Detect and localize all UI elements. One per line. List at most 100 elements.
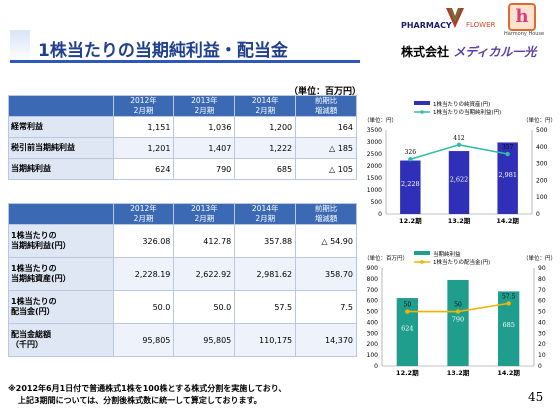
line-point [506,301,511,306]
bar [448,151,470,214]
title-accent [10,30,30,62]
left-tick-label: 300 [367,330,379,337]
legend-label: 当期純利益 [433,250,461,258]
line-value-label: 326 [405,149,417,156]
bar-value-label: 624 [401,325,413,333]
right-tick-label: 10 [538,352,546,359]
bar [497,142,518,214]
line-point [455,309,461,314]
per-share-table: 2012年 2月期 2013年 2月期 2014年 2月期 前期比 増減額 1株当たりの… [8,203,357,357]
legend-marker [420,260,424,264]
col-header: 2014年 2月期 [234,203,297,225]
cell: 1,222 [234,137,297,159]
net-assets-eps-chart: 1株当たりの純資産(円)1株当たりの当期純利益(円) （単位：円） （単位：円） 0 5… [362,98,558,224]
left-tick-label: 600 [367,298,379,305]
flower-logo-icon [446,7,464,28]
bar [498,291,520,366]
left-tick-label: 700 [367,287,379,294]
right-tick-label: 100 [536,194,548,201]
cell: △ 54.90 [295,224,357,258]
bar-value-label: 2,981 [498,171,517,179]
right-tick-label: 90 [538,265,546,272]
legend-label: 1株当たりの当期純利益(円) [433,108,501,116]
page-number: 45 [528,390,544,404]
row-label: 1株当たりの 配当金(円） [8,290,114,324]
cell: 95,805 [173,323,236,357]
line-value-label: 357 [502,144,514,151]
line-value-label: 57.5 [502,293,516,300]
col-header: 前期比 増減額 [295,203,357,225]
cell: 164 [295,116,357,138]
x-tick-label: 13.2期 [448,216,471,224]
x-tick-label: 14.2期 [497,368,520,377]
bar-value-label: 2,622 [450,175,469,183]
table-row: 1株当たりの 当期純資産(円） 2,228.19 2,622.92 2,981.6… [8,257,357,291]
col-header: 2014年 2月期 [234,95,297,117]
right-tick-label: 300 [536,161,548,168]
left-tick-label: 0 [378,211,382,218]
cell: 358.70 [295,257,357,291]
cell: △ 185 [295,137,357,159]
cell: 685 [234,158,297,180]
cell: 57.5 [234,290,297,324]
left-axis-unit: （単位：百万円） [364,254,408,262]
row-label: 1株当たりの 当期純資産(円） [8,257,114,291]
cell: 110,175 [234,323,297,357]
bar-value-label: 790 [452,315,464,323]
left-tick-label: 3000 [367,139,382,146]
bar [400,160,421,214]
cell: 95,805 [112,323,175,357]
left-tick-label: 500 [371,199,383,206]
right-tick-label: 40 [538,319,546,326]
cell: 1,151 [112,116,175,138]
line-value-label: 412 [453,135,465,142]
table-header-row: 2012年 2月期 2013年 2月期 2014年 2月期 前期比 増減額 [8,95,357,117]
right-tick-label: 50 [538,309,546,316]
table-row: 経常利益 1,151 1,036 1,200 164 [8,116,357,138]
cell: 7.5 [295,290,357,324]
legend-marker [420,110,424,114]
cell: 1,200 [234,116,297,138]
row-label: 経常利益 [8,116,114,138]
row-label: 配当金総額 （千円） [8,323,114,357]
left-tick-label: 400 [367,319,379,326]
x-tick-label: 13.2期 [447,368,470,377]
brand-pharmacy-text: PHARMACY [401,21,452,30]
left-tick-label: 3500 [367,127,382,134]
left-tick-label: 200 [367,341,379,348]
row-label: 1株当たりの 当期純利益(円） [8,224,114,258]
line-point [505,151,510,157]
cell: 1,036 [173,116,236,138]
left-tick-label: 800 [367,276,379,283]
company-prefix: 株式会社 [401,45,450,59]
right-axis-unit: （単位：円） [523,116,556,124]
right-tick-label: 80 [538,276,546,283]
x-tick-label: 12.2期 [396,368,419,377]
right-tick-label: 200 [536,177,548,184]
title-underline [10,60,360,63]
left-tick-label: 900 [367,265,379,272]
left-tick-label: 1000 [367,187,382,194]
right-tick-label: 0 [538,363,542,370]
legend-swatch [414,251,430,255]
right-tick-label: 30 [538,330,546,337]
left-tick-label: 500 [367,309,379,316]
left-tick-label: 0 [374,363,378,370]
table-corner [8,203,114,225]
profit-table: 2012年 2月期 2013年 2月期 2014年 2月期 前期比 増減額 経常利益 1… [8,95,357,180]
legend-label: 1株当たりの純資産(円) [433,100,490,108]
left-tick-label: 2500 [367,151,382,158]
row-label: 税引前当期純利益 [8,137,114,159]
right-tick-label: 60 [538,298,546,305]
legend-swatch [414,101,430,105]
cell: 14,370 [295,323,357,357]
col-header: 2013年 2月期 [173,203,236,225]
table-row: 配当金総額 （千円） 95,805 95,805 110,175 14,370 [8,323,357,357]
right-tick-label: 20 [538,341,546,348]
cell: 412.78 [173,224,236,258]
left-tick-label: 100 [367,352,379,359]
cell: 1,407 [173,137,236,159]
bar [396,298,418,366]
left-axis-unit: （単位：円） [364,116,397,124]
